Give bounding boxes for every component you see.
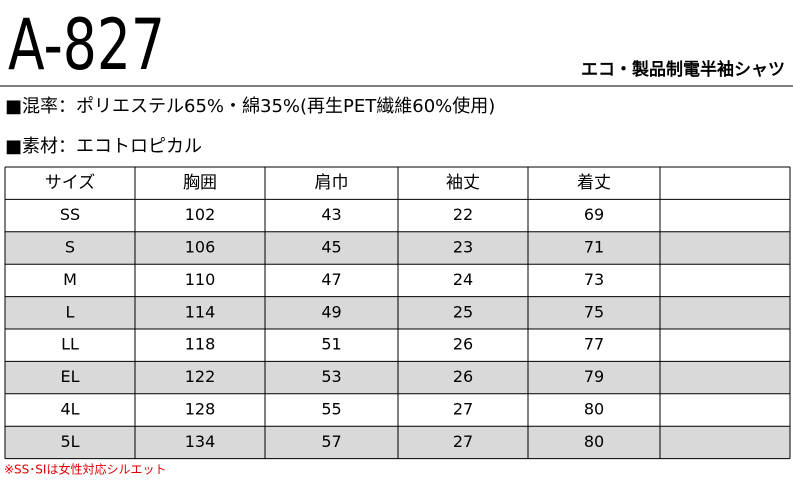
- column-header: サイズ: [45, 173, 96, 193]
- footnote: ※SS･SIは女性対応シルエット: [4, 462, 166, 477]
- column-header: 肩巾: [315, 173, 349, 193]
- table-cell: LL: [61, 335, 79, 354]
- table-cell: 49: [321, 302, 341, 321]
- table-cell: S: [65, 238, 75, 257]
- table-cell: 43: [321, 205, 341, 224]
- table-cell: 23: [453, 238, 473, 257]
- table-cell: 27: [453, 400, 473, 419]
- table-cell: 4L: [60, 400, 79, 419]
- product-name: エコ・製品制電半袖シャツ: [581, 59, 785, 80]
- table-cell: 57: [321, 432, 341, 451]
- table-cell: 79: [584, 367, 604, 386]
- table-cell: L: [66, 302, 75, 321]
- column-header: 袖丈: [446, 173, 480, 193]
- table-cell: 71: [584, 238, 604, 257]
- table-cell: 26: [453, 367, 473, 386]
- table-cell: 75: [584, 302, 604, 321]
- table-cell: 26: [453, 335, 473, 354]
- table-cell: 122: [185, 367, 216, 386]
- table-cell: 53: [321, 367, 341, 386]
- table-cell: 128: [185, 400, 216, 419]
- table-cell: 27: [453, 432, 473, 451]
- table-cell: 114: [185, 302, 216, 321]
- table-cell: 24: [453, 270, 473, 289]
- table-cell: EL: [60, 367, 79, 386]
- table-cell: SS: [60, 205, 80, 224]
- spec-line: ■素材：エコトロピカル: [5, 136, 202, 157]
- table-cell: 73: [584, 270, 604, 289]
- table-cell: 106: [185, 238, 216, 257]
- table-cell: 80: [584, 400, 604, 419]
- size-table: サイズ 胸囲 肩巾 袖丈 着丈 SS 102 43 22 69 S 106 45 23 71 M 110 47 24…: [4, 166, 791, 460]
- table-cell: 80: [584, 432, 604, 451]
- table-cell: 118: [185, 335, 216, 354]
- table-cell: 55: [321, 400, 341, 419]
- table-cell: 51: [321, 335, 341, 354]
- table-cell: 45: [321, 238, 341, 257]
- table-cell: M: [63, 270, 77, 289]
- table-cell: 110: [185, 270, 216, 289]
- table-cell: 69: [584, 205, 604, 224]
- table-cell: 77: [584, 335, 604, 354]
- table-cell: 134: [185, 432, 216, 451]
- table-cell: 25: [453, 302, 473, 321]
- spec-line: ■混率：ポリエステル65%・綿35%(再生PET繊維60%使用): [5, 96, 495, 117]
- column-header: 胸囲: [183, 173, 217, 193]
- table-cell: 102: [185, 205, 216, 224]
- product-code: A-827: [8, 4, 165, 86]
- table-cell: 22: [453, 205, 473, 224]
- table-cell: 5L: [60, 432, 79, 451]
- column-header: 着丈: [577, 173, 611, 193]
- table-cell: 47: [321, 270, 341, 289]
